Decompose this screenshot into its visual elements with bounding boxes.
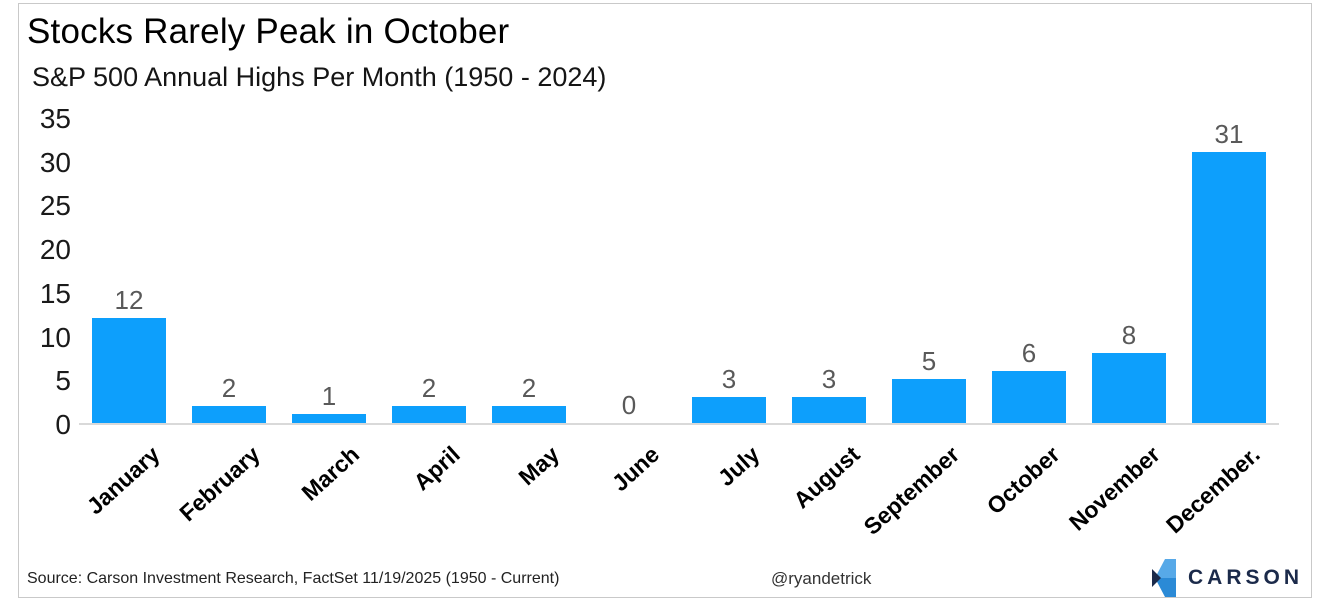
chart-card: Stocks Rarely Peak in October S&P 500 An… bbox=[18, 3, 1312, 598]
bar bbox=[692, 396, 766, 423]
y-tick-label: 15 bbox=[39, 277, 71, 309]
y-tick-label: 10 bbox=[39, 321, 71, 353]
carson-logo: CARSON bbox=[1148, 556, 1303, 600]
x-label-cell: November bbox=[1063, 429, 1179, 561]
bar-value-label: 3 bbox=[721, 363, 737, 394]
y-tick-label: 0 bbox=[55, 409, 71, 440]
carson-logo-icon bbox=[1151, 559, 1176, 597]
x-label-cell: August bbox=[779, 429, 879, 561]
plot-area: 12 2 1 2 2 0 3 3 5 6 8 31 bbox=[79, 119, 1279, 425]
bar-column: 1 bbox=[279, 119, 379, 423]
bar-value-label: 3 bbox=[821, 363, 837, 394]
bar bbox=[792, 396, 866, 423]
bar-column: 3 bbox=[779, 119, 879, 423]
bar-column: 6 bbox=[979, 119, 1079, 423]
bar-value-label: 6 bbox=[1021, 337, 1037, 368]
bar-value-label: 12 bbox=[114, 285, 144, 316]
bar bbox=[1092, 353, 1166, 423]
x-tick-label: July bbox=[712, 441, 765, 492]
x-label-cell: May bbox=[479, 429, 579, 561]
bar-value-label: 2 bbox=[521, 372, 537, 403]
bar-column: 2 bbox=[179, 119, 279, 423]
bar bbox=[392, 405, 466, 423]
bar-column: 12 bbox=[79, 119, 179, 423]
x-label-cell: March bbox=[279, 429, 379, 561]
bar-column: 31 bbox=[1179, 119, 1279, 423]
bar bbox=[892, 379, 966, 423]
x-tick-label: November bbox=[1063, 441, 1165, 536]
bar-value-label: 31 bbox=[1214, 118, 1244, 149]
x-label-cell: July bbox=[679, 429, 779, 561]
bar bbox=[292, 414, 366, 423]
x-label-cell: December. bbox=[1161, 429, 1279, 561]
carson-logo-text: CARSON bbox=[1187, 566, 1303, 589]
bar bbox=[492, 405, 566, 423]
bar-column: 0 bbox=[579, 119, 679, 423]
chart-title: Stocks Rarely Peak in October bbox=[27, 12, 510, 51]
x-tick-label: June bbox=[607, 441, 665, 497]
x-tick-label: February bbox=[173, 441, 265, 527]
x-tick-label: March bbox=[296, 441, 365, 506]
bar-value-label: 2 bbox=[421, 372, 437, 403]
x-axis-labels: January February March April May June July Augu… bbox=[79, 429, 1279, 561]
y-tick-label: 20 bbox=[39, 234, 71, 266]
bar-column: 5 bbox=[879, 119, 979, 423]
bar bbox=[1192, 151, 1266, 423]
bar-column: 3 bbox=[679, 119, 779, 423]
bar-value-label: 1 bbox=[321, 381, 337, 412]
x-tick-label: January bbox=[81, 441, 165, 520]
bar bbox=[192, 405, 266, 423]
y-tick-label: 35 bbox=[39, 103, 71, 134]
y-axis: 0 5 10 15 20 25 30 35 bbox=[19, 103, 73, 440]
x-label-cell: June bbox=[579, 429, 679, 561]
x-tick-label: August bbox=[788, 441, 865, 514]
author-handle: @ryandetrick bbox=[771, 569, 872, 588]
y-tick-label: 25 bbox=[39, 190, 71, 222]
bar-value-label: 0 bbox=[621, 390, 637, 420]
x-label-cell: February bbox=[174, 429, 279, 561]
bar-series: 12 2 1 2 2 0 3 3 5 6 8 31 bbox=[79, 119, 1279, 423]
bar-value-label: 2 bbox=[221, 372, 237, 403]
x-label-cell: January bbox=[79, 429, 179, 561]
x-label-cell: September bbox=[859, 429, 979, 561]
source-note: Source: Carson Investment Research, Fact… bbox=[27, 570, 560, 587]
y-tick-label: 30 bbox=[39, 146, 71, 178]
x-tick-label: October bbox=[981, 441, 1065, 520]
bar bbox=[992, 370, 1066, 423]
bar-column: 2 bbox=[479, 119, 579, 423]
bar-column: 2 bbox=[379, 119, 479, 423]
bar-value-label: 5 bbox=[921, 346, 937, 377]
bar-value-label: 8 bbox=[1121, 320, 1137, 351]
x-label-cell: April bbox=[379, 429, 479, 561]
x-label-cell: October bbox=[979, 429, 1079, 561]
y-tick-label: 5 bbox=[55, 365, 71, 397]
bar bbox=[92, 318, 166, 423]
bar-column: 8 bbox=[1079, 119, 1179, 423]
x-tick-label: May bbox=[513, 441, 565, 491]
x-tick-label: April bbox=[408, 441, 465, 496]
chart-subtitle: S&P 500 Annual Highs Per Month (1950 - 2… bbox=[32, 62, 607, 92]
